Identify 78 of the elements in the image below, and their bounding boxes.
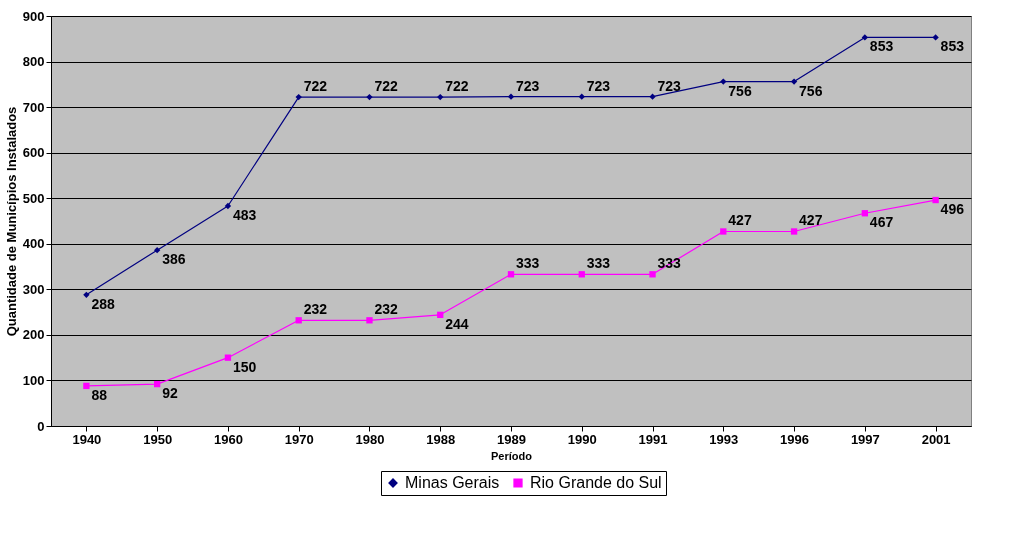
y-tick-label: 100 <box>22 372 45 388</box>
x-tick-label: 1991 <box>638 431 668 447</box>
point <box>649 93 656 100</box>
x-axis-title: Período <box>491 449 533 462</box>
y-tick-label: 200 <box>22 327 45 343</box>
data-label: 722 <box>303 78 328 95</box>
data-label: 496 <box>940 201 965 218</box>
data-label: 722 <box>374 78 399 95</box>
data-label: 150 <box>232 358 257 375</box>
y-axis-title: Quantidade de Municípios Instalados <box>3 106 19 337</box>
data-label: 723 <box>586 77 611 94</box>
y-tick-label: 0 <box>37 418 45 434</box>
x-tick-label: 1980 <box>355 431 385 447</box>
point <box>720 78 727 85</box>
legend-label: Rio Grande do Sul <box>530 474 662 491</box>
data-label: 232 <box>303 301 328 318</box>
point <box>83 382 90 390</box>
data-label: 723 <box>516 77 540 94</box>
point <box>295 317 302 324</box>
data-label: 483 <box>232 206 257 223</box>
x-tick-label: 1940 <box>72 431 102 447</box>
point <box>507 271 515 278</box>
data-label: 333 <box>586 255 611 272</box>
data-label: 386 <box>162 251 186 268</box>
y-tick-label: 400 <box>22 236 45 252</box>
x-tick-label: 2001 <box>921 431 951 447</box>
y-tick-label: 300 <box>22 281 45 297</box>
data-label: 288 <box>91 295 115 312</box>
point <box>366 93 373 101</box>
data-label: 756 <box>728 82 752 99</box>
data-label: 853 <box>869 38 894 55</box>
x-tick-label: 1970 <box>284 431 314 447</box>
point <box>720 228 727 235</box>
data-label: 333 <box>516 255 540 272</box>
point <box>437 93 444 101</box>
y-tick-label: 700 <box>22 99 45 115</box>
y-tick-label: 800 <box>22 54 45 70</box>
x-tick-label: 1988 <box>426 431 456 447</box>
data-label: 427 <box>728 212 752 229</box>
data-label: 723 <box>657 77 682 94</box>
point <box>153 380 161 388</box>
data-label: 88 <box>91 386 108 403</box>
point <box>932 196 939 204</box>
data-label: 756 <box>799 82 823 99</box>
point <box>932 34 939 41</box>
point <box>861 210 869 217</box>
x-tick-label: 1950 <box>143 431 173 447</box>
point <box>790 228 798 235</box>
data-label: 427 <box>799 212 823 229</box>
x-tick-label: 1997 <box>850 431 880 447</box>
point <box>861 34 869 41</box>
point <box>507 93 515 100</box>
point <box>649 271 656 278</box>
data-label: 244 <box>445 315 469 332</box>
point <box>366 317 373 324</box>
x-tick-label: 1996 <box>780 431 810 447</box>
point <box>578 93 585 100</box>
y-tick-label: 600 <box>22 145 45 161</box>
legend-label: Minas Gerais <box>405 474 500 491</box>
x-tick-label: 1993 <box>709 431 739 447</box>
x-tick-label: 1960 <box>213 431 243 447</box>
point <box>83 291 90 298</box>
data-label: 722 <box>445 78 469 95</box>
data-label: 92 <box>162 385 178 402</box>
y-tick-label: 500 <box>22 190 45 206</box>
data-label: 467 <box>869 214 894 231</box>
point <box>295 93 302 101</box>
data-label: 853 <box>940 38 965 55</box>
point <box>224 202 232 210</box>
y-tick-label: 900 <box>22 8 45 24</box>
point <box>790 78 798 85</box>
data-label: 232 <box>374 301 399 318</box>
point <box>578 271 585 278</box>
point <box>437 311 444 319</box>
x-tick-label: 1990 <box>567 431 597 447</box>
point <box>224 354 232 361</box>
x-tick-label: 1989 <box>497 431 526 447</box>
point <box>153 246 161 254</box>
